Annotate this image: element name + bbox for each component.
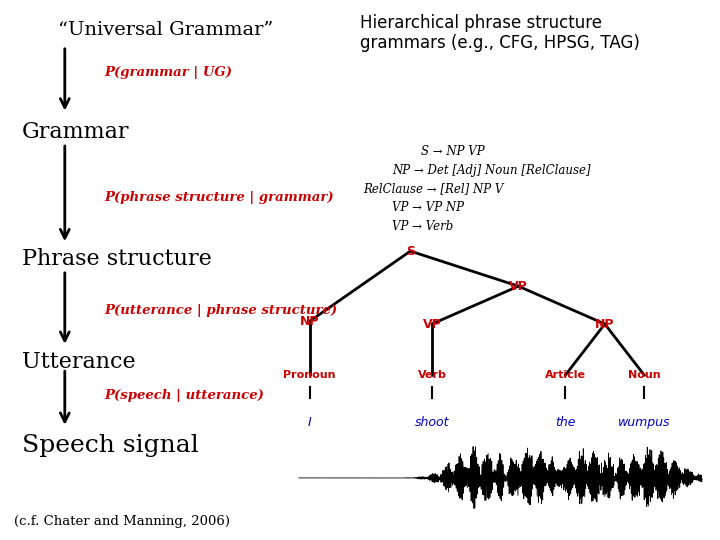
Text: Grammar: Grammar (22, 122, 129, 143)
Text: P(utterance | phrase structure): P(utterance | phrase structure) (104, 304, 338, 317)
Text: “Universal Grammar”: “Universal Grammar” (58, 21, 273, 39)
Text: Utterance: Utterance (22, 351, 135, 373)
Text: Pronoun: Pronoun (284, 370, 336, 380)
Text: Article: Article (545, 370, 585, 380)
Text: P(phrase structure | grammar): P(phrase structure | grammar) (104, 191, 334, 204)
Text: P(grammar | UG): P(grammar | UG) (104, 66, 233, 79)
Text: (c.f. Chater and Manning, 2006): (c.f. Chater and Manning, 2006) (14, 515, 230, 528)
Text: Hierarchical phrase structure
grammars (e.g., CFG, HPSG, TAG): Hierarchical phrase structure grammars (… (360, 14, 640, 52)
Text: RelClause → [Rel] NP V: RelClause → [Rel] NP V (364, 183, 504, 195)
Text: S → NP VP: S → NP VP (421, 145, 485, 158)
Text: VP: VP (509, 280, 528, 293)
Text: shoot: shoot (415, 416, 449, 429)
Text: VP: VP (423, 318, 441, 330)
Text: VP → Verb: VP → Verb (392, 220, 454, 233)
Text: NP: NP (595, 318, 615, 330)
Text: NP: NP (300, 315, 320, 328)
Text: Noun: Noun (628, 370, 661, 380)
Text: S: S (406, 245, 415, 258)
Text: wumpus: wumpus (618, 416, 670, 429)
Text: VP → VP NP: VP → VP NP (392, 201, 464, 214)
Text: Phrase structure: Phrase structure (22, 248, 212, 270)
Text: NP → Det [Adj] Noun [RelClause]: NP → Det [Adj] Noun [RelClause] (392, 164, 591, 177)
Text: the: the (555, 416, 575, 429)
Text: Speech signal: Speech signal (22, 434, 198, 457)
Text: I: I (307, 416, 312, 429)
Text: P(speech | utterance): P(speech | utterance) (104, 389, 264, 402)
Text: Verb: Verb (418, 370, 446, 380)
